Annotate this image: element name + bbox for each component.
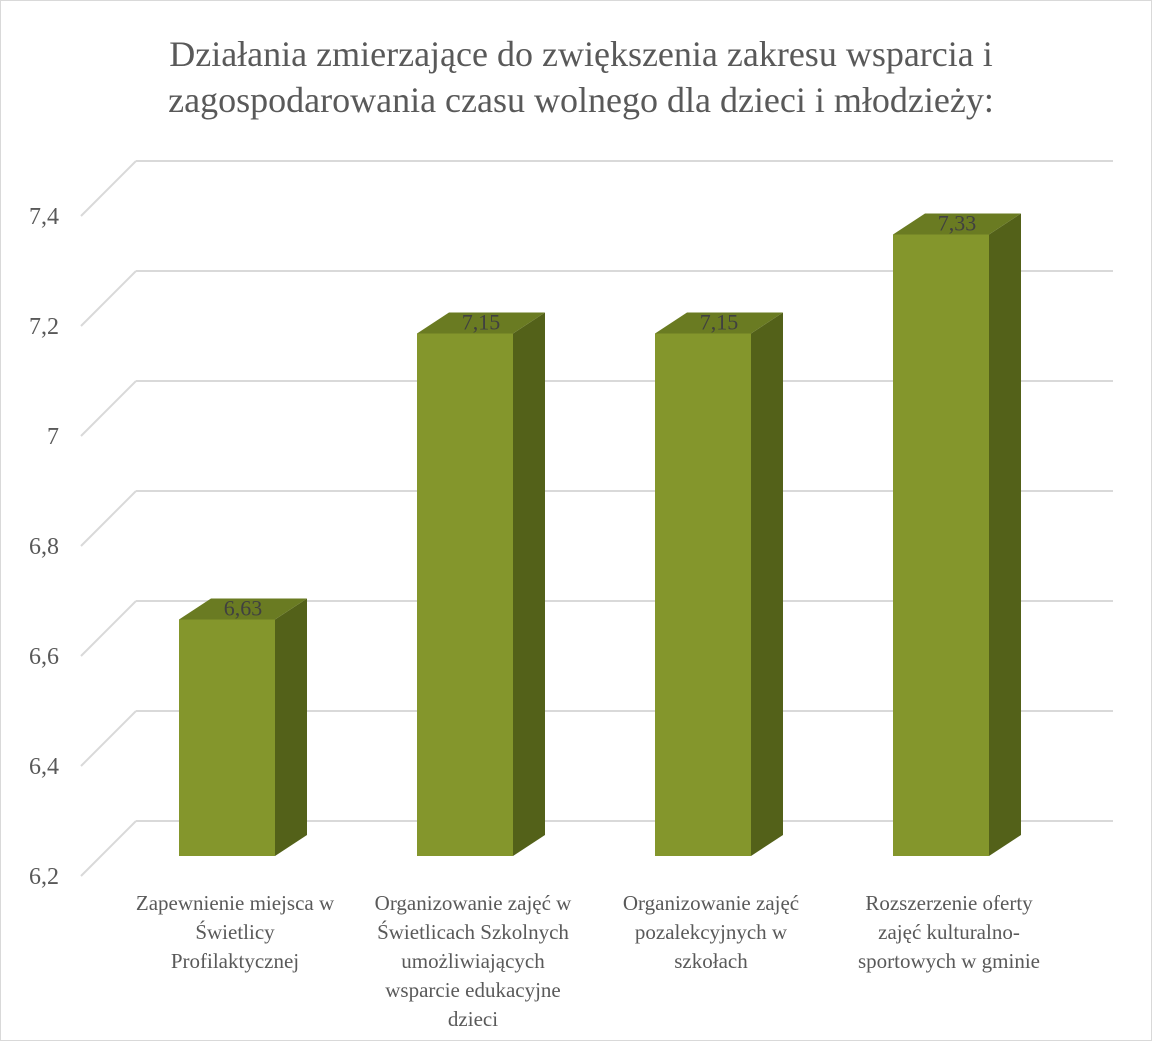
data-label: 6,63 xyxy=(224,596,263,621)
bar-top-face xyxy=(893,213,1021,235)
bar-front-face xyxy=(655,333,751,856)
x-category-label-line: sportowych w gminie xyxy=(858,949,1040,973)
gridline-diagonal xyxy=(80,710,137,767)
gridline-diagonal xyxy=(80,270,137,327)
y-tick-label: 7,4 xyxy=(29,204,59,230)
x-category-label-line: Świetlicach Szkolnych xyxy=(377,920,569,944)
y-tick-label: 7 xyxy=(47,424,59,450)
gridline-diagonal xyxy=(80,380,137,437)
bar-side-face xyxy=(751,312,783,856)
bar-4 xyxy=(893,213,1021,856)
y-tick-label: 6,6 xyxy=(29,644,59,670)
bar-front-face xyxy=(417,333,513,856)
x-category-label-line: Świetlicy xyxy=(195,920,275,944)
bar-front-face xyxy=(179,619,275,856)
x-category-label: Rozszerzenie oferty zajęć kulturalno-spor… xyxy=(824,889,1074,976)
chart-title-line-1: Działania zmierzające do zwiększenia zak… xyxy=(169,34,993,74)
gridline-diagonal xyxy=(80,820,137,877)
gridline-diagonal xyxy=(80,600,137,657)
x-category-label: Organizowanie zajęć pozalekcyjnych w szkoł… xyxy=(586,889,836,976)
x-category-label-line: Organizowanie zajęć xyxy=(622,891,800,915)
y-tick-label: 6,8 xyxy=(29,534,59,560)
x-category-label: Zapewnienie miejsca w Świetlicy Profilakty… xyxy=(110,889,360,976)
bar-side-face xyxy=(513,312,545,856)
bar-1 xyxy=(179,598,307,856)
x-category-label-line: umożliwiających xyxy=(401,949,545,973)
x-category-label-line: dzieci xyxy=(447,1007,499,1031)
bar-side-face xyxy=(275,598,307,856)
data-label: 7,33 xyxy=(938,211,977,236)
bars-layer xyxy=(179,213,1021,856)
bar-top-face xyxy=(417,312,545,334)
x-category-label-line: Organizowanie zajęć w xyxy=(374,891,572,915)
bar-2 xyxy=(417,312,545,856)
x-category-label-line: zajęć kulturalno- xyxy=(878,920,1020,944)
x-category-label-line: Rozszerzenie oferty xyxy=(865,891,1033,915)
data-labels-layer: 6,63 7,15 7,15 7,33 xyxy=(224,211,977,621)
x-category-label-line: wsparcie edukacyjne xyxy=(385,978,561,1002)
y-tick-label: 6,2 xyxy=(29,864,59,890)
bar-top-face xyxy=(179,598,307,620)
bar-3 xyxy=(655,312,783,856)
bar-top-face xyxy=(655,312,783,334)
gridline-diagonal xyxy=(80,490,137,547)
data-label: 7,15 xyxy=(462,310,501,335)
data-label: 7,15 xyxy=(700,310,739,335)
bar-front-face xyxy=(893,234,989,856)
x-category-label-line: szkołach xyxy=(674,949,748,973)
x-category-label-line: Zapewnienie miejsca w xyxy=(135,891,335,915)
y-tick-label: 7,2 xyxy=(29,314,59,340)
x-category-label: Organizowanie zajęć w Świetlicach Szkolny… xyxy=(348,889,598,1034)
y-tick-label: 6,4 xyxy=(29,754,59,780)
x-category-label-line: pozalekcyjnych w xyxy=(634,920,788,944)
bar-side-face xyxy=(989,213,1021,856)
y-axis-ticks: 6,2 6,4 6,6 6,8 7 7,2 7,4 xyxy=(29,204,59,890)
x-category-label-line: Profilaktycznej xyxy=(170,949,300,973)
chart-title-line-2: zagospodarowania czasu wolnego dla dziec… xyxy=(168,80,994,120)
gridline-diagonal xyxy=(80,160,137,217)
chart-title: Działania zmierzające do zwiększenia zak… xyxy=(81,31,1081,123)
